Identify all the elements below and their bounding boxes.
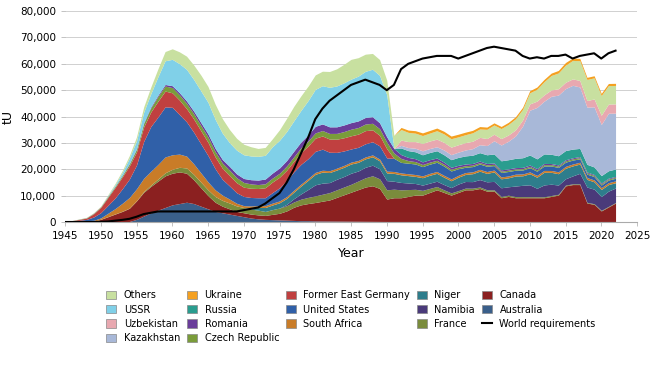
World requirements <box>612 48 619 53</box>
World requirements <box>154 209 162 214</box>
World requirements <box>97 219 105 224</box>
World requirements <box>61 220 69 224</box>
World requirements <box>240 208 248 212</box>
Line: World requirements: World requirements <box>65 47 616 222</box>
Y-axis label: tU: tU <box>1 110 14 124</box>
World requirements <box>490 44 498 49</box>
World requirements <box>297 151 305 156</box>
World requirements <box>454 56 462 61</box>
X-axis label: Year: Year <box>338 246 364 260</box>
Legend: Others, USSR, Uzbekistan, Kazakhstan, Ukraine, Russia, Romania, Czech Republic, : Others, USSR, Uzbekistan, Kazakhstan, Uk… <box>107 290 595 343</box>
World requirements <box>340 88 348 92</box>
